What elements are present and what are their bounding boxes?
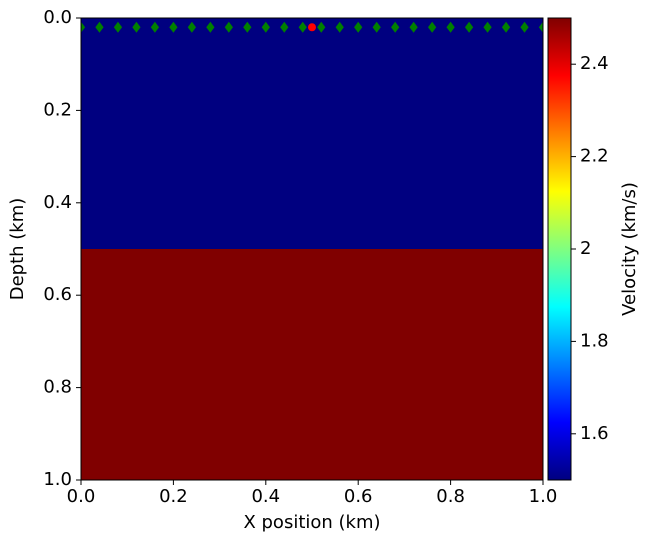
receiver <box>427 21 437 33</box>
velocity-layer <box>81 18 543 249</box>
x-tick-label: 0.0 <box>67 486 96 507</box>
y-tick-label: 0.2 <box>43 99 72 120</box>
receiver <box>409 21 418 33</box>
receiver <box>224 21 233 33</box>
x-tick-label: 0.8 <box>436 486 465 507</box>
colorbar-tick-label: 2.2 <box>580 146 609 167</box>
x-axis-label: X position (km) <box>243 512 380 533</box>
colorbar-label: Velocity (km/s) <box>619 182 640 316</box>
colorbar-tick-label: 1.6 <box>580 423 609 444</box>
receiver <box>81 21 86 33</box>
receiver <box>132 21 141 33</box>
y-tick-label: 0.8 <box>43 377 72 398</box>
y-axis-label: Depth (km) <box>7 198 28 301</box>
colorbar-tick-label: 2 <box>580 238 591 259</box>
receiver <box>243 21 252 33</box>
y-tick-label: 0.6 <box>43 284 72 305</box>
receiver <box>483 21 492 33</box>
receiver <box>391 21 400 33</box>
colorbar <box>547 17 572 481</box>
x-tick-label: 0.2 <box>159 486 188 507</box>
y-tick-label: 0.4 <box>43 192 72 213</box>
plot-frame <box>80 17 544 481</box>
receiver <box>261 21 270 33</box>
receiver <box>372 21 381 33</box>
receiver <box>354 21 363 33</box>
receiver <box>95 21 104 33</box>
x-tick-label: 0.4 <box>251 486 280 507</box>
receiver <box>317 21 326 33</box>
colorbar-tick-label: 1.8 <box>580 330 609 351</box>
receiver <box>501 21 511 33</box>
receiver <box>464 21 474 33</box>
receiver <box>206 21 215 33</box>
receiver <box>446 21 455 33</box>
receiver <box>280 21 289 33</box>
receiver <box>520 21 529 33</box>
plot-area <box>81 18 543 480</box>
receiver <box>298 21 307 33</box>
y-tick-label: 1.0 <box>43 469 72 490</box>
colorbar-tick-label: 2.4 <box>580 53 609 74</box>
receiver <box>150 21 160 33</box>
velocity-layer <box>81 249 543 480</box>
receiver <box>335 21 344 33</box>
x-tick-label: 0.6 <box>344 486 373 507</box>
source <box>308 23 316 32</box>
receiver <box>113 21 123 33</box>
x-tick-label: 1.0 <box>529 486 558 507</box>
y-tick-label: 0.0 <box>43 7 72 28</box>
receiver <box>169 21 178 33</box>
receiver <box>187 21 197 33</box>
receiver <box>538 21 543 33</box>
